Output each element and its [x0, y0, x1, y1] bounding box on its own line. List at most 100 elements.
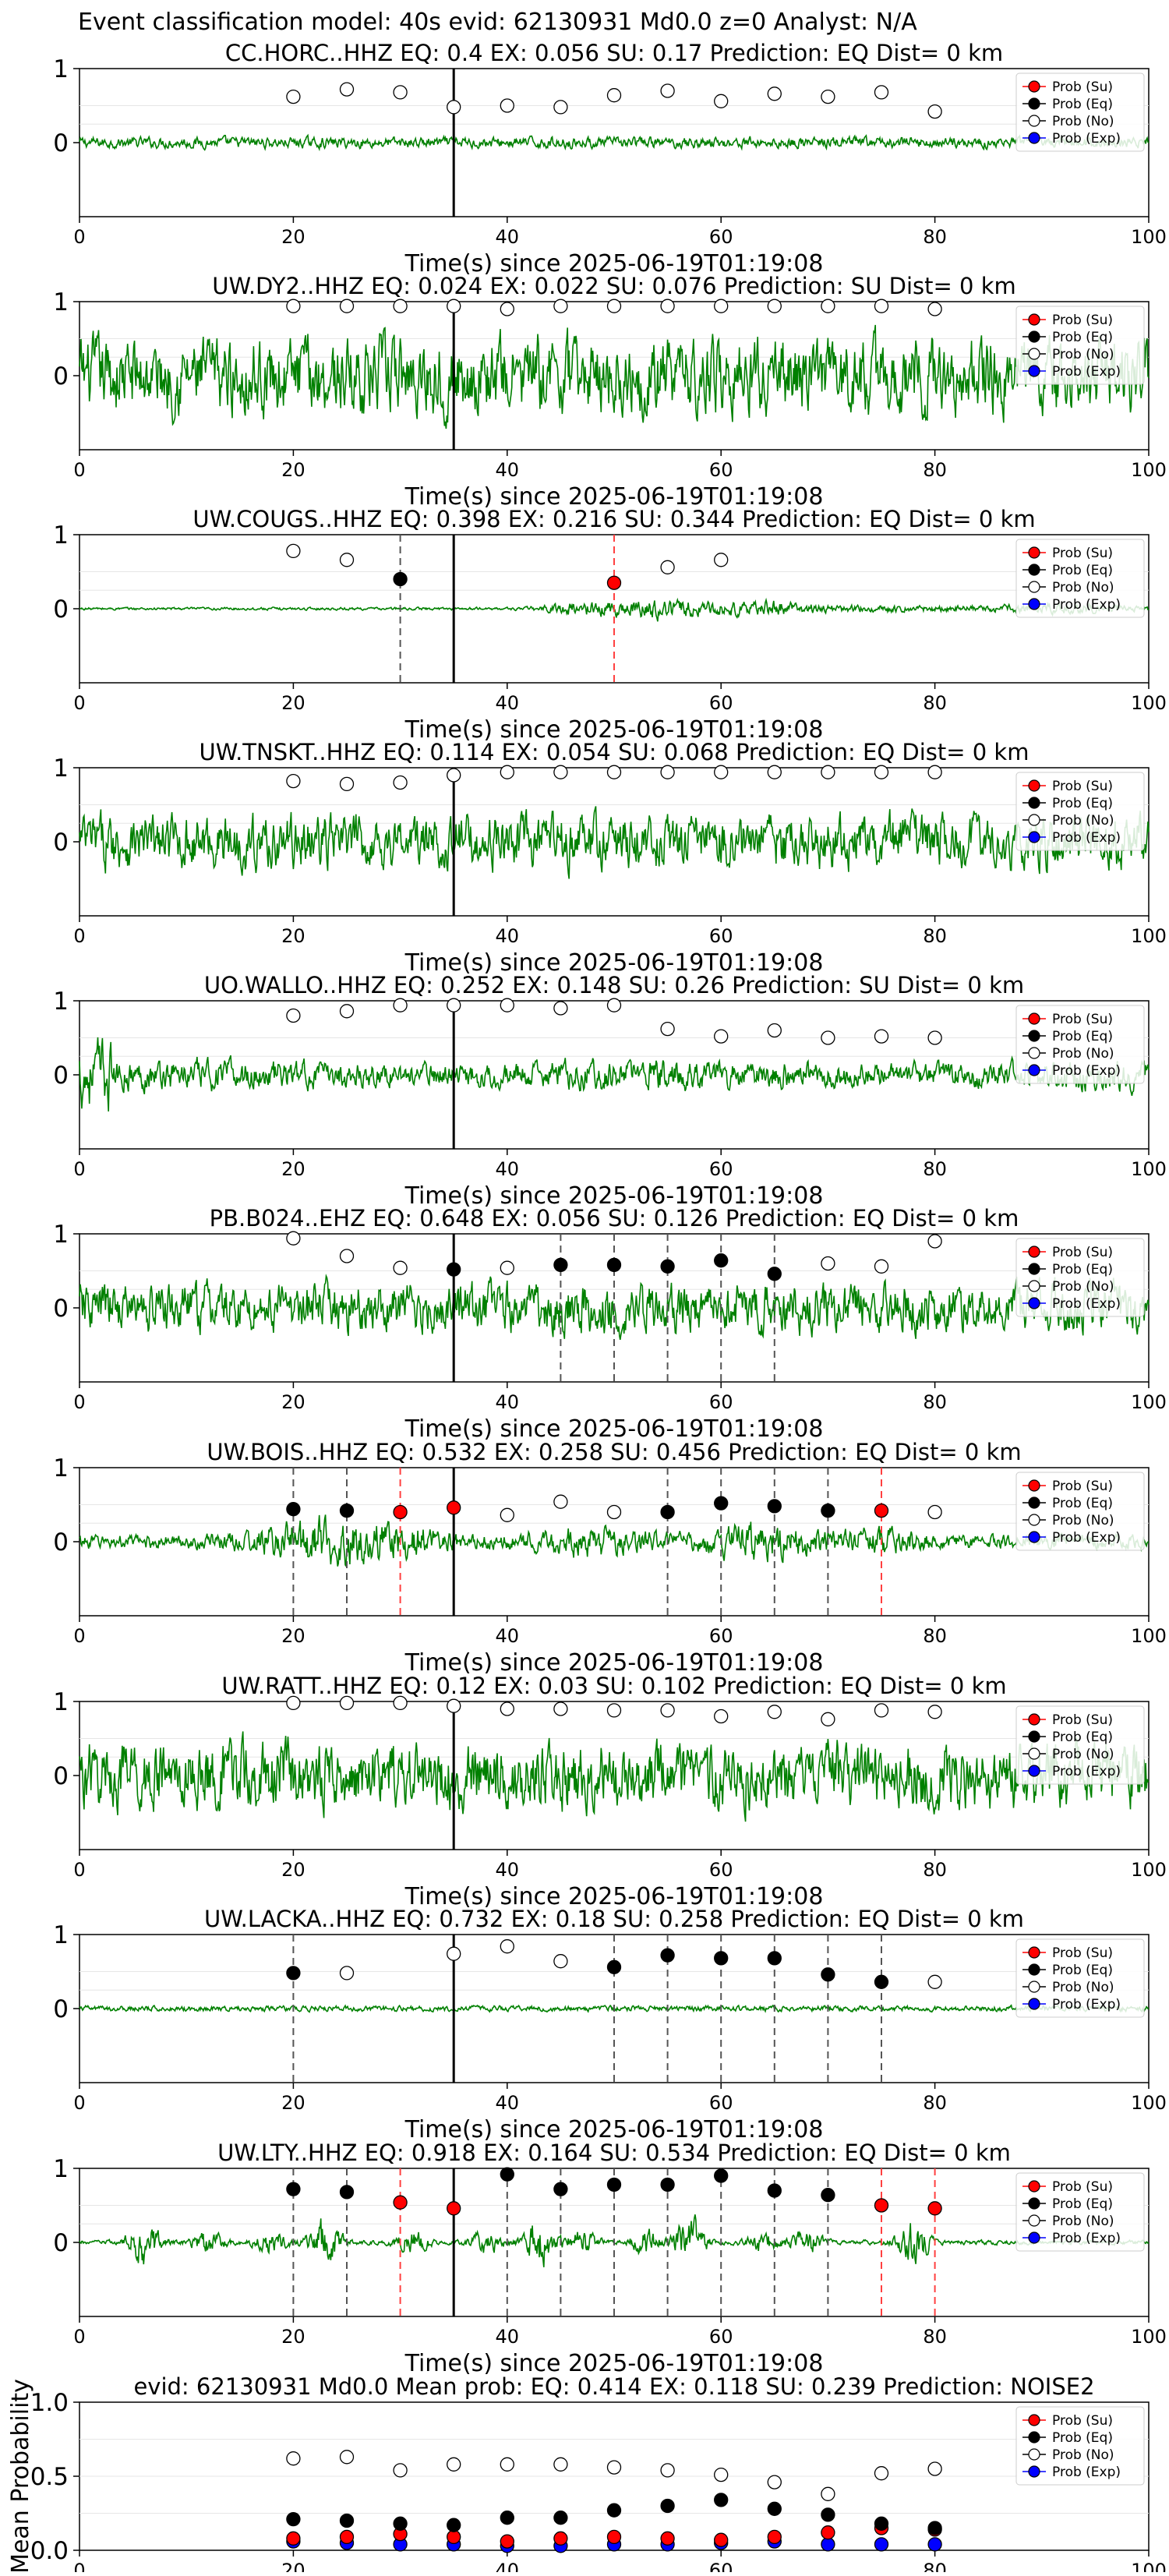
y-tick-label: 0	[53, 1295, 69, 1323]
x-tick-label: 60	[709, 2092, 733, 2114]
prob-no-point	[606, 1703, 622, 1718]
x-tick-label: 0	[73, 692, 85, 714]
waveform-trace	[79, 324, 1150, 429]
prob-eq-point	[553, 2182, 568, 2196]
legend-marker	[1028, 564, 1040, 576]
prob-no-point	[339, 1966, 355, 1981]
panel-title: evid: 62130931 Md0.0 Mean prob: EQ: 0.41…	[133, 2373, 1094, 2400]
prob-eq-point	[393, 2516, 408, 2531]
prob-no-point	[286, 543, 301, 559]
prob-no-point	[821, 1256, 835, 1271]
legend-label: Prob (Exp)	[1052, 1764, 1121, 1779]
x-tick-label: 40	[496, 1625, 520, 1647]
prob-no-point	[393, 85, 408, 100]
prob-eq-point	[553, 2511, 568, 2525]
prob-eq-point	[714, 2493, 729, 2507]
prob-eq-point	[821, 1503, 835, 1518]
legend-marker	[1028, 1297, 1040, 1309]
x-axis-label: Time(s) since 2025-06-19T01:19:08	[404, 483, 824, 511]
prob-no-point	[447, 1946, 461, 1961]
prob-no-point	[767, 1705, 782, 1719]
legend-label: Prob (Su)	[1052, 779, 1113, 794]
prob-eq-point	[606, 1959, 622, 1974]
x-tick-label: 0	[73, 226, 85, 248]
legend-box	[1015, 772, 1145, 851]
legend: Prob (Su)Prob (Eq)Prob (No)Prob (Exp)	[1015, 1005, 1145, 1084]
x-tick-label: 80	[923, 2092, 947, 2114]
prob-eq-point	[821, 1967, 835, 1982]
x-tick-label: 40	[496, 925, 520, 947]
prob-exp-point	[874, 2537, 889, 2552]
legend-marker	[1028, 1030, 1040, 1042]
x-tick-label: 80	[923, 226, 947, 248]
prob-eq-point	[767, 1499, 782, 1514]
waveform-trace	[79, 133, 1150, 152]
waveform-trace	[79, 806, 1150, 879]
legend-marker	[1028, 2465, 1040, 2478]
legend-box	[1015, 539, 1145, 618]
legend-marker	[1028, 1064, 1040, 1076]
legend-label: Prob (No)	[1052, 347, 1114, 362]
legend-marker	[1028, 348, 1040, 360]
prob-no-point	[714, 299, 729, 313]
prob-no-point	[606, 2460, 622, 2475]
legend: Prob (Su)Prob (Eq)Prob (No)Prob (Exp)	[1015, 1472, 1145, 1551]
prob-no-point	[821, 2486, 835, 2501]
x-tick-label: 60	[709, 1391, 733, 1413]
prob-no-point	[393, 998, 408, 1012]
x-tick-label: 0	[73, 1158, 85, 1180]
x-tick-label: 80	[923, 1391, 947, 1413]
prob-no-point	[500, 1939, 514, 1954]
legend-label: Prob (Eq)	[1052, 1496, 1113, 1511]
legend-label: Prob (Su)	[1052, 546, 1113, 561]
x-tick-label: 40	[496, 692, 520, 714]
legend-marker	[1028, 115, 1040, 127]
panel-5: UO.WALLO..HHZ EQ: 0.252 EX: 0.148 SU: 0.…	[53, 972, 1167, 1210]
legend-marker	[1028, 1496, 1040, 1509]
y-tick-label: 1	[53, 1454, 69, 1482]
x-tick-label: 100	[1131, 459, 1167, 481]
legend-marker	[1028, 546, 1040, 559]
x-tick-label: 60	[709, 459, 733, 481]
legend-label: Prob (Eq)	[1052, 2196, 1113, 2212]
y-tick-label: 1	[53, 521, 69, 549]
prob-no-point	[874, 765, 889, 779]
prob-no-point	[714, 94, 729, 108]
prob-no-point	[821, 765, 835, 779]
legend-marker	[1028, 313, 1040, 326]
legend: Prob (Su)Prob (Eq)Prob (No)Prob (Exp)	[1015, 1938, 1145, 2018]
x-tick-label: 80	[923, 1859, 947, 1881]
prob-no-point	[660, 560, 675, 574]
prob-no-point	[767, 2475, 782, 2489]
legend: Prob (Su)Prob (Eq)Prob (No)Prob (Exp)	[1015, 772, 1145, 851]
legend-marker	[1028, 2231, 1040, 2244]
legend-marker	[1028, 581, 1040, 593]
waveform-trace	[79, 1514, 1150, 1568]
prob-eq-point	[821, 2507, 835, 2522]
prob-no-point	[927, 765, 942, 779]
prob-su-point	[339, 2529, 355, 2545]
prob-su-point	[286, 2531, 301, 2546]
prob-eq-point	[447, 2518, 461, 2532]
x-axis-label: Time(s) since 2025-06-19T01:19:08	[404, 2350, 824, 2377]
legend-box	[1015, 2406, 1145, 2486]
prob-eq-point	[606, 2503, 622, 2518]
prob-eq-point	[339, 1503, 355, 1518]
x-axis-label: Time(s) since 2025-06-19T01:19:08	[404, 949, 824, 977]
legend-marker	[1028, 2448, 1040, 2461]
prob-su-point	[606, 2529, 622, 2545]
prob-no-point	[286, 1695, 301, 1711]
prob-no-point	[553, 1954, 568, 1969]
prob-su-point	[500, 2534, 514, 2549]
prob-no-point	[393, 1695, 408, 1711]
panel-3: UW.COUGS..HHZ EQ: 0.398 EX: 0.216 SU: 0.…	[53, 506, 1167, 744]
x-tick-label: 40	[496, 2560, 520, 2572]
x-tick-label: 100	[1131, 2326, 1167, 2348]
legend-marker	[1028, 1998, 1040, 2010]
x-tick-label: 100	[1131, 925, 1167, 947]
prob-no-point	[286, 299, 301, 313]
legend-label: Prob (Su)	[1052, 80, 1113, 95]
legend-marker	[1028, 1012, 1040, 1025]
prob-su-point	[393, 2195, 408, 2210]
legend-marker	[1028, 2414, 1040, 2426]
